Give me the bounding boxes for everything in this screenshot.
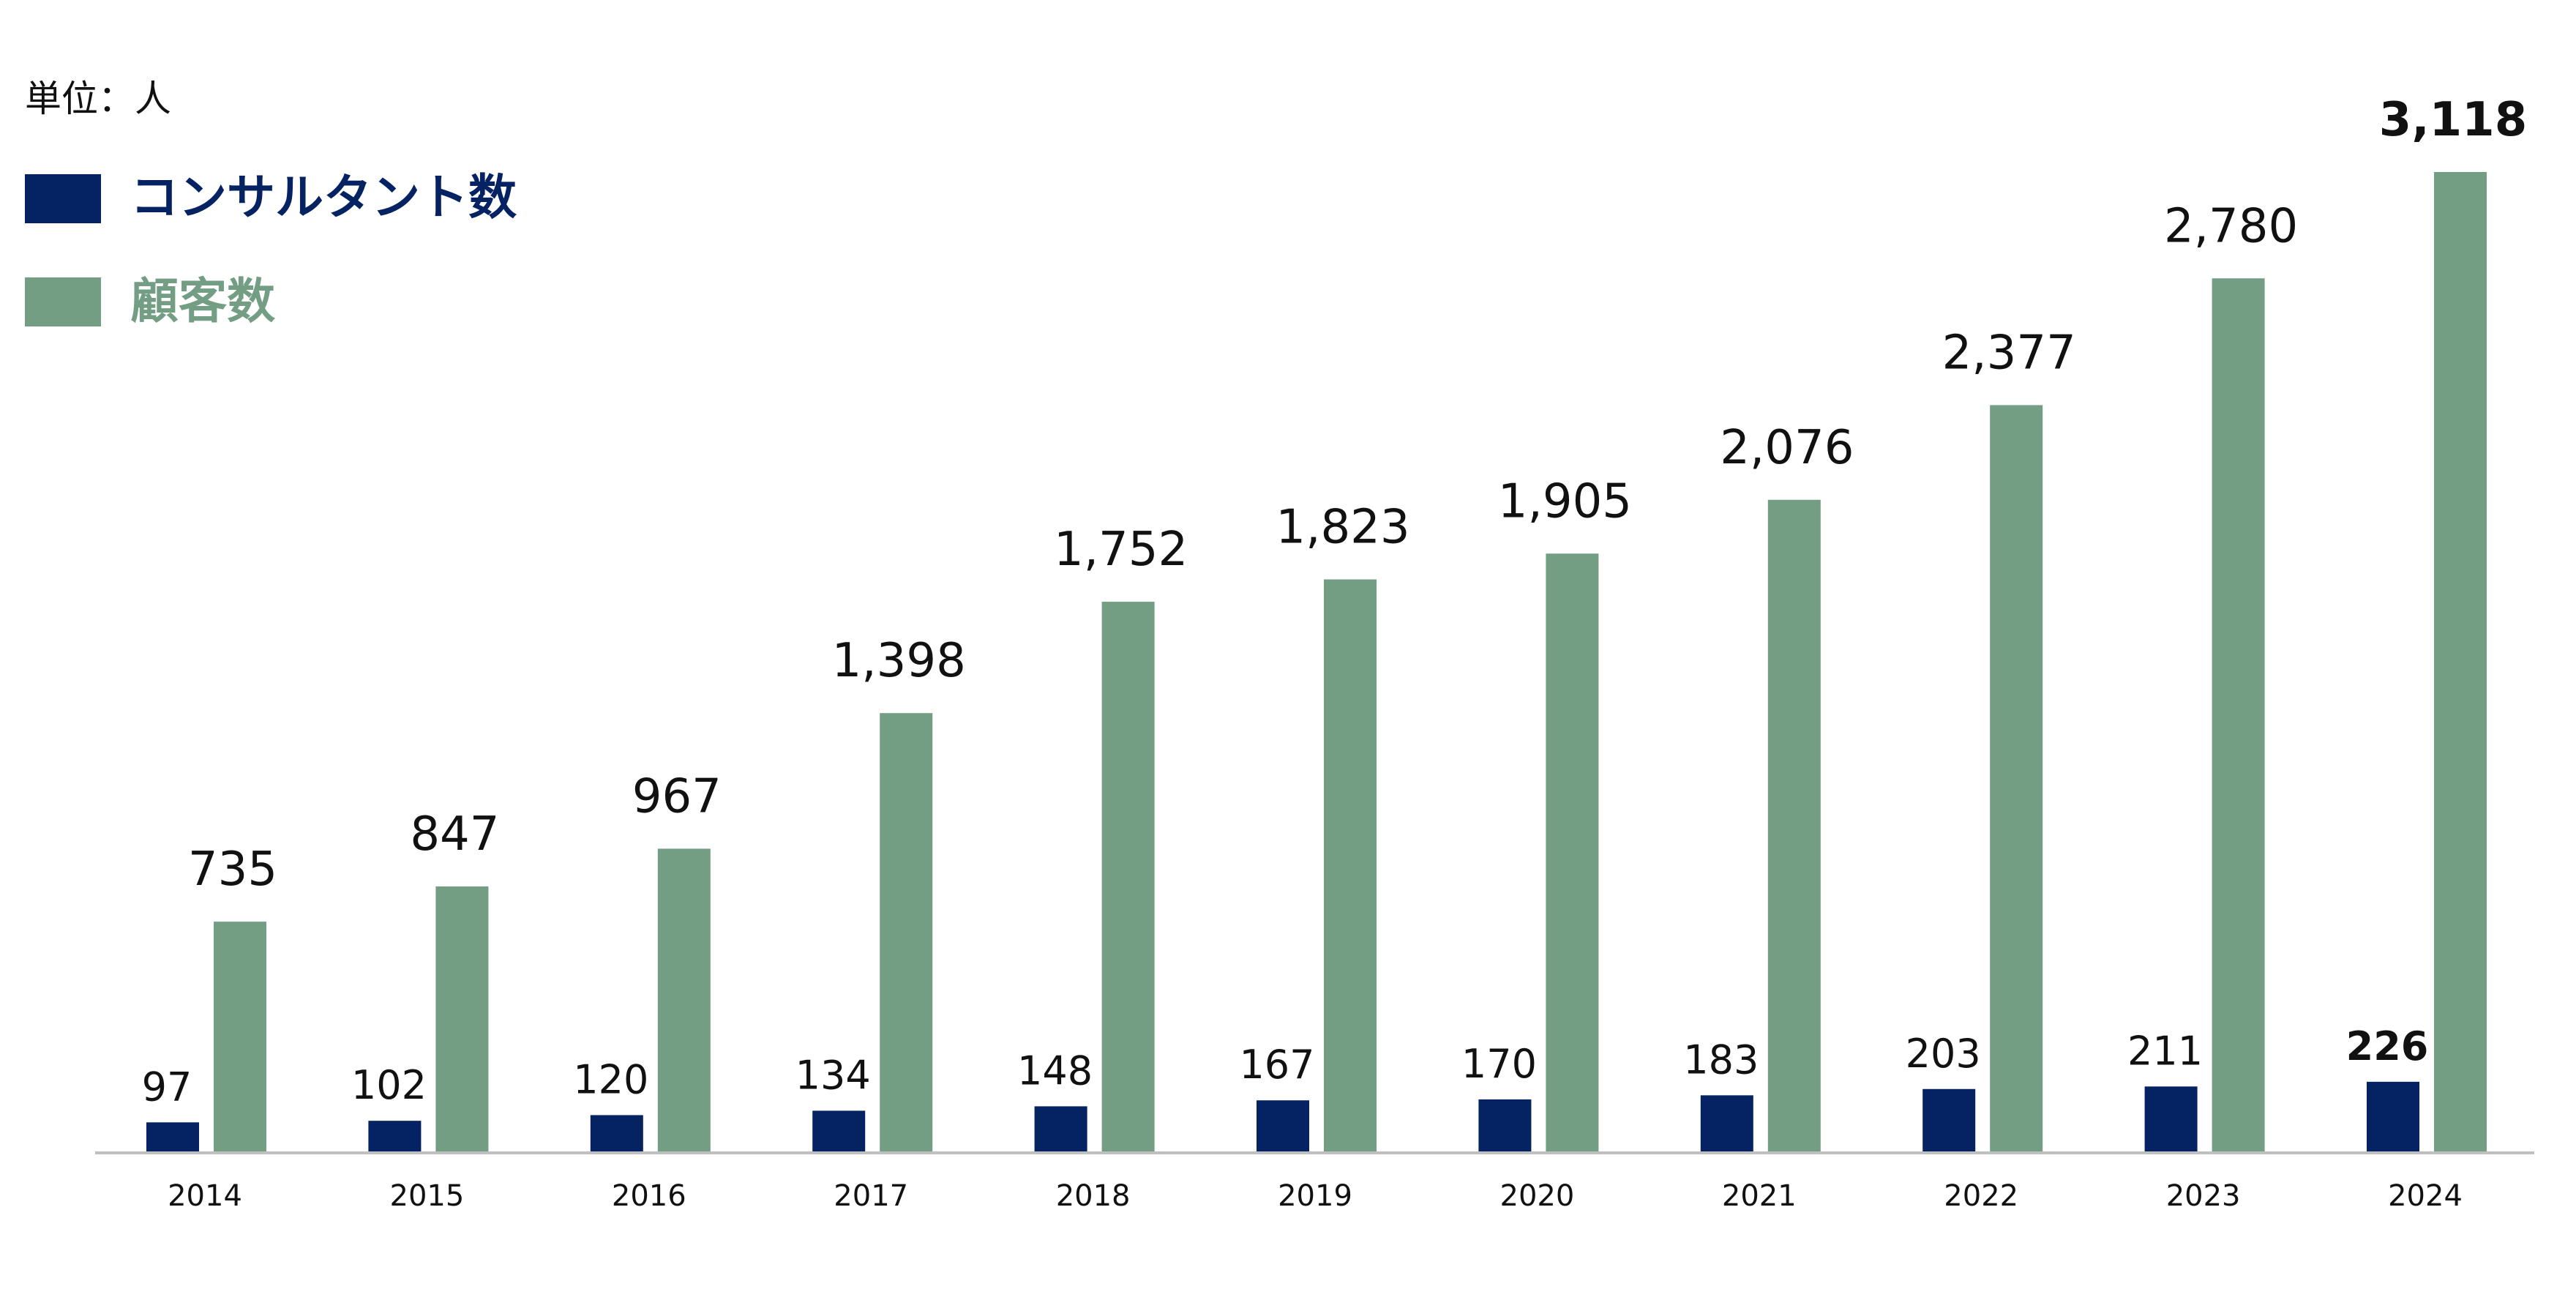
- bar-consultants-2017: [812, 1110, 866, 1153]
- value-label-consultants-2020: 170: [1461, 1041, 1537, 1087]
- value-label-clients-2017: 1,398: [832, 634, 966, 688]
- bar-clients-2024: [2434, 172, 2487, 1153]
- value-label-consultants-2017: 134: [795, 1052, 871, 1098]
- value-label-clients-2015: 847: [410, 807, 499, 862]
- bar-consultants-2019: [1257, 1100, 1309, 1153]
- x-tick-2023: 2023: [2166, 1179, 2241, 1213]
- x-tick-2014: 2014: [168, 1179, 242, 1213]
- bar-consultants-2021: [1700, 1095, 1753, 1153]
- legend-label-consultants: コンサルタント数: [130, 169, 517, 225]
- legend: コンサルタント数 顧客数: [25, 169, 517, 329]
- value-label-consultants-2014: 97: [142, 1064, 192, 1110]
- value-label-consultants-2019: 167: [1239, 1042, 1314, 1088]
- x-tick-2022: 2022: [1944, 1179, 2018, 1213]
- bar-clients-2021: [1767, 499, 1821, 1153]
- bar-clients-2018: [1101, 602, 1155, 1153]
- value-labels: 97 735 102 847 120 967 134 1,398 148 1,752 167 1,82…: [142, 93, 2528, 1110]
- value-label-consultants-2021: 183: [1683, 1036, 1759, 1083]
- bar-clients-2016: [657, 848, 711, 1153]
- bar-clients-2014: [214, 922, 266, 1153]
- bar-consultants-2015: [368, 1121, 422, 1153]
- legend-label-clients: 顧客数: [130, 273, 275, 329]
- bar-consultants-2018: [1034, 1106, 1087, 1153]
- legend-swatch-consultants: [25, 174, 101, 223]
- bar-consultants-2014: [146, 1122, 199, 1153]
- legend-swatch-clients: [25, 277, 101, 326]
- bar-consultants-2023: [2144, 1086, 2198, 1153]
- value-label-clients-2021: 2,076: [1720, 421, 1854, 475]
- bar-clients-2017: [880, 713, 933, 1153]
- bar-consultants-2024: [2367, 1081, 2419, 1153]
- bar-clients-2020: [1546, 553, 1599, 1153]
- value-label-consultants-2024: 226: [2346, 1023, 2429, 1069]
- value-label-consultants-2023: 211: [2127, 1028, 2203, 1074]
- bar-consultants-2020: [1478, 1099, 1532, 1153]
- bar-clients-2019: [1324, 579, 1377, 1153]
- value-label-clients-2024: 3,118: [2379, 93, 2527, 147]
- x-tick-2021: 2021: [1722, 1179, 1797, 1213]
- value-label-consultants-2015: 102: [351, 1062, 427, 1108]
- unit-label: 単位：人: [25, 78, 171, 120]
- value-label-clients-2020: 1,905: [1498, 474, 1632, 528]
- bar-consultants-2016: [590, 1115, 643, 1153]
- bar-consultants-2022: [1922, 1088, 1976, 1153]
- bar-clients-2022: [1990, 405, 2043, 1153]
- x-tick-2016: 2016: [612, 1179, 686, 1213]
- bar-clients-2015: [435, 886, 489, 1153]
- value-label-clients-2016: 967: [632, 769, 722, 823]
- bars: [146, 172, 2487, 1154]
- value-label-clients-2018: 1,752: [1054, 523, 1188, 577]
- value-label-clients-2022: 2,377: [1942, 326, 2076, 380]
- x-tick-2024: 2024: [2388, 1179, 2463, 1213]
- value-label-consultants-2016: 120: [573, 1056, 648, 1102]
- value-label-consultants-2022: 203: [1906, 1031, 1981, 1077]
- x-tick-2015: 2015: [390, 1179, 465, 1213]
- value-label-clients-2019: 1,823: [1276, 501, 1409, 555]
- x-tick-2019: 2019: [1278, 1179, 1352, 1213]
- value-label-consultants-2018: 148: [1017, 1047, 1093, 1094]
- bar-clients-2023: [2212, 278, 2265, 1154]
- x-tick-2020: 2020: [1500, 1179, 1575, 1213]
- x-tick-2018: 2018: [1056, 1179, 1131, 1213]
- x-tick-labels: 2014 2015 2016 2017 2018 2019 2020 2021 2022 2023…: [168, 1179, 2463, 1213]
- value-label-clients-2023: 2,780: [2164, 199, 2298, 253]
- value-label-clients-2014: 735: [188, 843, 277, 897]
- x-tick-2017: 2017: [834, 1179, 908, 1213]
